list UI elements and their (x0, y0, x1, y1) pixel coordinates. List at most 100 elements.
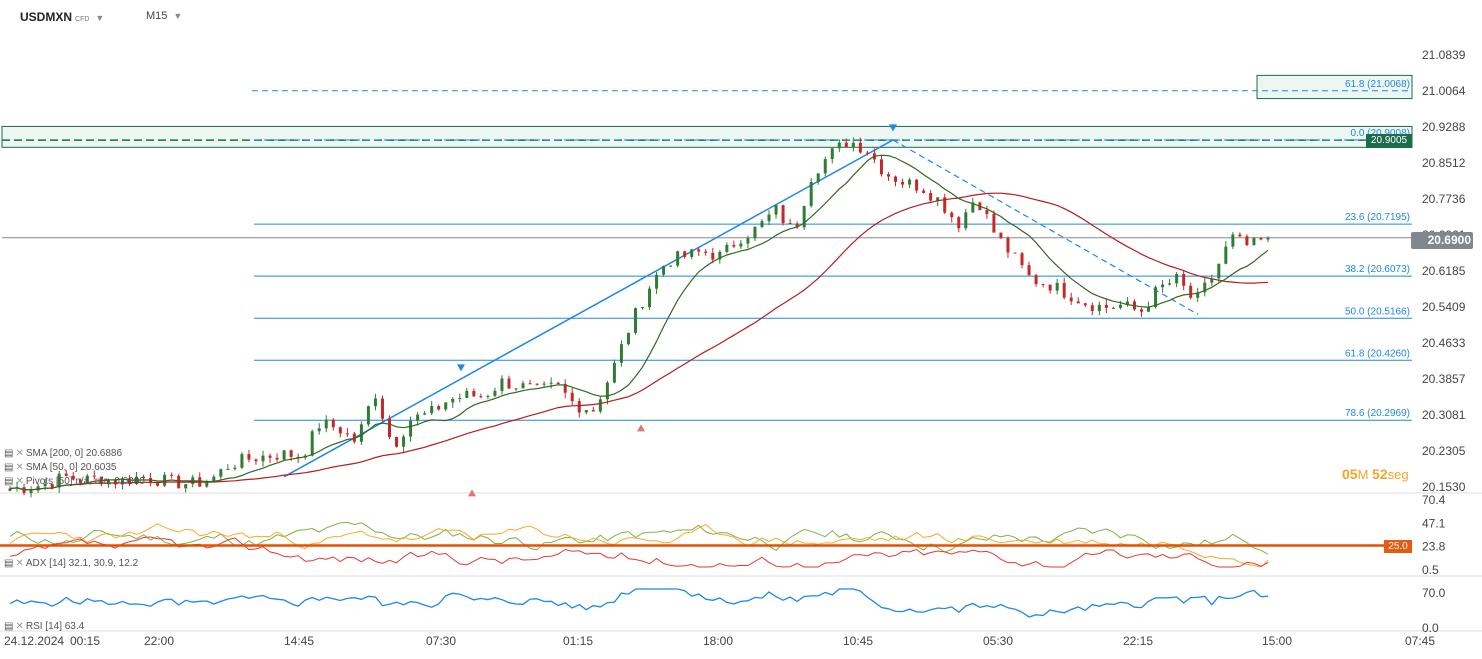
candle (1118, 304, 1122, 308)
candle (71, 475, 75, 480)
legend-rsi[interactable]: ▤ ✕ RSI [14] 63.4 (4, 621, 84, 632)
close-icon[interactable]: ✕ (15, 558, 24, 569)
candle (739, 243, 743, 247)
candle (113, 479, 117, 485)
candle (1154, 287, 1158, 307)
candle (486, 395, 490, 397)
candle (514, 388, 518, 390)
y-tick-label: 20.8512 (1422, 156, 1466, 170)
candle (837, 142, 841, 149)
candle (444, 402, 448, 410)
candle (479, 396, 483, 398)
resistance-zone (1, 125, 1413, 148)
fib-label-50.0: 50.0 (20.5166) (1345, 306, 1410, 317)
candle (380, 398, 384, 419)
y-tick-label: 20.2305 (1422, 444, 1466, 458)
timeframe-selector[interactable]: M15 ▼ (146, 10, 182, 22)
settings-icon[interactable]: ▤ (4, 558, 14, 569)
candle (542, 383, 546, 385)
fib-label-61.8: 61.8 (21.0068) (1345, 79, 1410, 90)
candle (669, 265, 673, 267)
settings-icon[interactable]: ▤ (4, 621, 14, 632)
candle (865, 152, 869, 154)
candle (1090, 305, 1094, 312)
y-tick-label: 20.3081 (1422, 408, 1466, 422)
candle (985, 210, 989, 215)
candle (549, 382, 553, 384)
candle (1252, 238, 1256, 245)
pivot-low-marker (468, 489, 476, 497)
candle (823, 159, 827, 174)
candle (416, 414, 420, 421)
candle (409, 420, 413, 437)
candle (795, 223, 799, 228)
candle (1259, 238, 1263, 240)
legend-adx[interactable]: ▤ ✕ ADX [14] 32.1, 30.9, 12.2 (4, 558, 138, 569)
candle (423, 413, 427, 415)
chevron-down-icon[interactable]: ▼ (173, 11, 183, 21)
timer-seconds: 52 (1372, 466, 1388, 482)
candle (711, 252, 715, 260)
legend-sma200[interactable]: ▤ ✕ SMA [200, 0] 20.6886 (4, 448, 122, 459)
candle (992, 214, 996, 233)
candle (29, 490, 33, 494)
candle (254, 459, 258, 462)
candle (851, 142, 855, 148)
y-tick-label: 20.1530 (1422, 480, 1466, 494)
y-tick-label: 20.9288 (1422, 120, 1466, 134)
fib-label-38.2: 38.2 (20.6073) (1345, 264, 1410, 275)
candle (901, 181, 905, 185)
timeframe-label: M15 (146, 10, 168, 22)
candle (556, 382, 560, 385)
candle (120, 478, 124, 485)
candle (535, 383, 539, 385)
legend-pivots[interactable]: ▤ ✕ Pivots [50] n/a, n/a, 0.0000 (4, 476, 145, 487)
candle (310, 431, 314, 456)
candle (212, 476, 216, 482)
candle (577, 401, 581, 413)
candle (591, 410, 595, 412)
settings-icon[interactable]: ▤ (4, 462, 14, 473)
candle (662, 266, 666, 275)
settings-icon[interactable]: ▤ (4, 448, 14, 459)
candle (633, 308, 637, 333)
candle (163, 474, 167, 486)
adx-line (9, 521, 1269, 555)
rsi-y-tick-label: 0.0 (1422, 621, 1439, 635)
candle (676, 251, 680, 266)
legend-rsi-label: RSI [14] 63.4 (25, 621, 85, 632)
pivot-high-marker (457, 364, 465, 372)
candle (767, 214, 771, 222)
trendline-up (283, 139, 894, 478)
close-icon[interactable]: ✕ (15, 476, 24, 487)
candle (943, 197, 947, 213)
resistance-price-tag: 20.9005 (1366, 134, 1412, 148)
x-tick-label: 00:15 (70, 634, 100, 648)
candle (472, 390, 476, 397)
candle (1210, 278, 1214, 283)
adx-minus-di-line (9, 536, 1269, 568)
chevron-down-icon[interactable]: ▼ (95, 13, 105, 23)
x-tick-label: 22:00 (144, 634, 174, 648)
x-tick-label: 14:45 (284, 634, 314, 648)
candle (366, 406, 370, 425)
candle (1062, 282, 1066, 298)
candle (858, 142, 862, 153)
candle (331, 419, 335, 428)
y-tick-label: 21.0064 (1422, 84, 1466, 98)
settings-icon[interactable]: ▤ (4, 476, 14, 487)
candle (233, 467, 237, 469)
close-icon[interactable]: ✕ (15, 448, 24, 459)
legend-sma50[interactable]: ▤ ✕ SMA [50, 0] 20.6035 (4, 462, 116, 473)
close-icon[interactable]: ✕ (15, 462, 24, 473)
rsi-line (9, 588, 1269, 618)
candle (964, 212, 968, 229)
candle (458, 397, 462, 399)
candle (226, 468, 230, 470)
candle (1097, 304, 1101, 312)
symbol-selector[interactable]: USDMXN CFD ▼ (20, 10, 104, 24)
candle (402, 436, 406, 447)
close-icon[interactable]: ✕ (15, 621, 24, 632)
candle (1217, 263, 1221, 279)
